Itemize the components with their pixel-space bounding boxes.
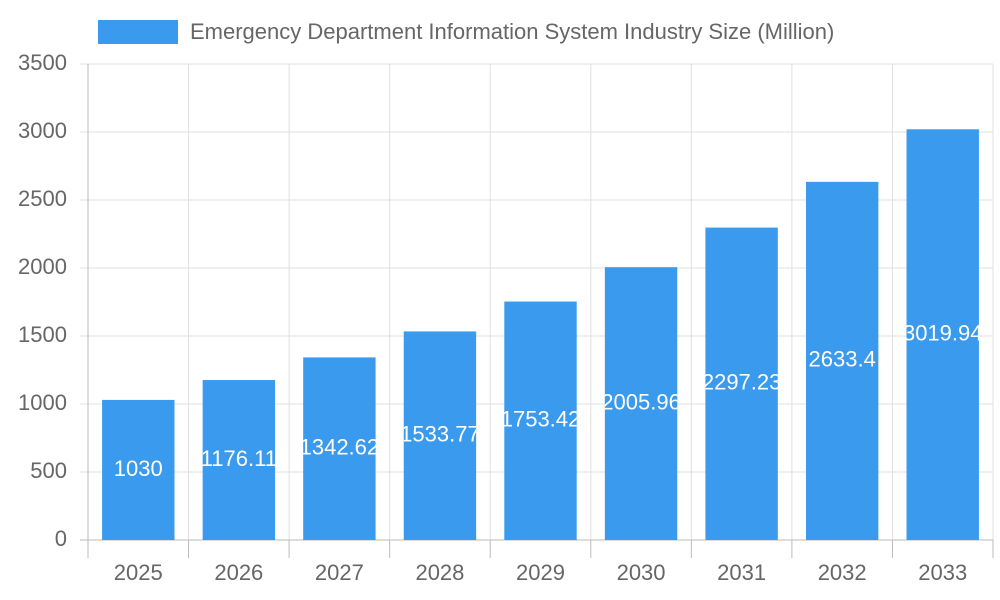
x-tick-label: 2028 (415, 560, 464, 585)
data-label: 3019.94 (903, 320, 983, 345)
bar (102, 399, 175, 540)
bar (403, 331, 477, 540)
x-tick-label: 2032 (818, 560, 867, 585)
bar (504, 301, 577, 540)
bar (705, 227, 778, 540)
data-label: 2633.4 (809, 347, 876, 372)
y-tick-label: 3000 (18, 118, 67, 143)
bar (604, 267, 678, 540)
bar (805, 181, 879, 540)
y-tick-label: 0 (55, 526, 67, 551)
legend-label: Emergency Department Information System … (190, 19, 834, 44)
y-tick-label: 2500 (18, 186, 67, 211)
data-label: 1533.77 (400, 422, 480, 447)
y-tick-label: 2000 (18, 254, 67, 279)
x-tick-label: 2033 (918, 560, 967, 585)
bar (303, 357, 376, 540)
data-label: 1176.11 (201, 446, 277, 471)
bar (202, 380, 276, 540)
x-tick-label: 2031 (717, 560, 766, 585)
data-label: 1342.62 (300, 435, 380, 460)
data-label: 2297.23 (702, 370, 782, 395)
bar (906, 129, 979, 541)
data-label: 1030 (114, 456, 163, 481)
data-label: 2005.96 (601, 389, 681, 414)
x-tick-label: 2030 (617, 560, 666, 585)
y-tick-label: 500 (30, 458, 67, 483)
x-tick-label: 2029 (516, 560, 565, 585)
x-tick-label: 2025 (114, 560, 163, 585)
y-tick-label: 1500 (18, 322, 67, 347)
legend-swatch (98, 20, 178, 44)
data-label: 1753.42 (501, 407, 581, 432)
x-tick-label: 2027 (315, 560, 364, 585)
y-tick-label: 3500 (18, 50, 67, 75)
x-tick-label: 2026 (214, 560, 263, 585)
y-tick-label: 1000 (18, 390, 67, 415)
